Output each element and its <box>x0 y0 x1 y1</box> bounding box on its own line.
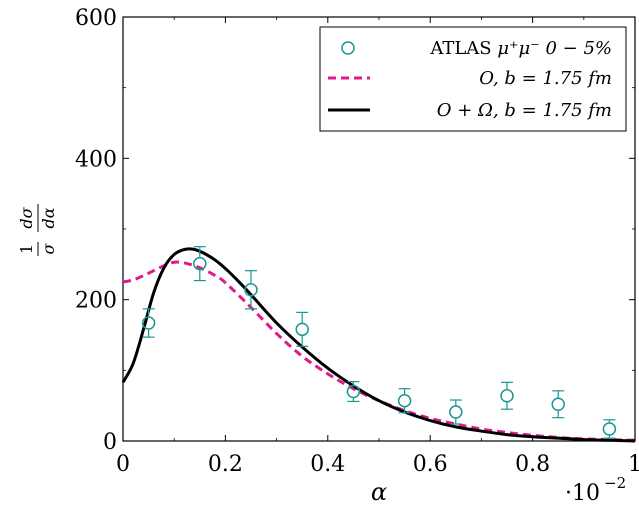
y-label-one: 1 <box>17 244 36 254</box>
data-marker <box>346 384 361 399</box>
y-tick-label: 600 <box>75 6 117 31</box>
x-tick-label: 0.8 <box>515 452 550 477</box>
legend-label-dashed: O, b = 1.75 fm <box>479 68 612 89</box>
x-axis-label: α <box>371 478 387 506</box>
data-point <box>602 419 617 439</box>
data-point <box>244 270 258 310</box>
data-marker <box>244 283 258 297</box>
x-multiplier-exponent: −2 <box>604 474 626 492</box>
legend-box <box>319 26 627 132</box>
x-multiplier-base: ·10 <box>565 481 600 506</box>
ticks-layer: 0 0.2 0.4 0.6 0.8 1 0 200 400 600 <box>75 6 639 477</box>
y-label-sigma: σ <box>39 242 58 254</box>
series-line-o <box>122 260 636 442</box>
x-axis-multiplier: ·10 −2 <box>565 474 626 506</box>
legend: ATLAS μ⁺μ⁻ 0 − 5% O, b = 1.75 fm O + Ω, … <box>319 26 627 132</box>
data-point <box>551 390 565 419</box>
data-marker <box>602 422 617 436</box>
data-marker <box>551 397 565 412</box>
x-tick-label: 0.4 <box>310 452 345 477</box>
series-line-o-omega <box>121 247 636 443</box>
y-axis-label: 1 σ dσ dα <box>17 204 58 256</box>
data-point <box>295 311 309 347</box>
data-point <box>449 399 463 425</box>
data-point <box>397 388 412 414</box>
x-tick-label: 0.2 <box>208 452 243 477</box>
data-point <box>141 308 156 338</box>
curves-layer <box>121 247 636 443</box>
data-marker <box>397 393 412 408</box>
data-point <box>193 246 207 282</box>
data-marker <box>141 316 156 330</box>
legend-marker-atlas <box>341 41 355 55</box>
legend-label-atlas: ATLAS μ⁺μ⁻ 0 − 5% <box>429 38 612 59</box>
x-tick-label: 0 <box>116 452 130 477</box>
legend-label-solid: O + Ω, b = 1.75 fm <box>437 100 612 121</box>
data-marker <box>500 389 514 403</box>
data-marker <box>193 256 207 271</box>
data-marker <box>295 322 309 337</box>
data-point <box>500 381 514 410</box>
y-tick-label: 0 <box>103 430 117 455</box>
y-label-dsigma: dσ <box>17 206 36 228</box>
x-tick-label: 0.6 <box>413 452 448 477</box>
y-tick-label: 200 <box>75 289 117 314</box>
points-layer <box>141 246 617 439</box>
y-tick-label: 400 <box>75 147 117 172</box>
data-point <box>346 381 361 403</box>
y-label-dalpha: dα <box>39 207 58 228</box>
data-marker <box>449 405 463 419</box>
x-tick-label: 1 <box>628 452 639 477</box>
